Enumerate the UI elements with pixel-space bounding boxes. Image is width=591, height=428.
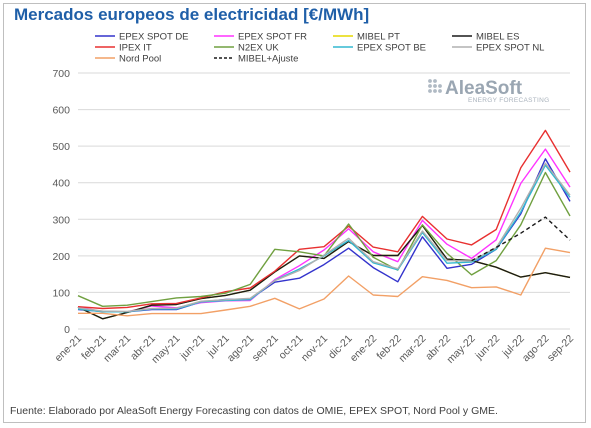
series-lines (77, 129, 571, 320)
legend-label: EPEX SPOT BE (357, 43, 426, 54)
series-line-mibel-ajuste (471, 216, 571, 262)
y-axis: 0 100 200 300 400 500 600 700 (52, 68, 70, 336)
x-tick-label: ago-22 (520, 333, 552, 365)
chart-title: Mercados europeos de electricidad [€/MWh… (14, 5, 370, 24)
dot-grid-icon (428, 79, 442, 93)
x-tick-label: sep-22 (545, 333, 576, 364)
y-tick-label: 300 (52, 214, 70, 226)
legend: EPEX SPOT DE EPEX SPOT FR MIBEL PT MIBEL ES… (95, 32, 544, 65)
legend-label: EPEX SPOT DE (119, 32, 189, 43)
chart-frame (3, 3, 586, 423)
x-tick-label: jun-22 (472, 333, 502, 363)
x-tick-label: ene-21 (53, 333, 85, 365)
source-note: Fuente: Elaborado por AleaSoft Energy Fo… (10, 405, 498, 417)
x-tick-label: jun-21 (177, 333, 207, 363)
y-tick-label: 700 (52, 68, 70, 80)
series-line-epex-spot-nl (77, 162, 571, 313)
series-line-ipex-it (77, 129, 571, 310)
y-tick-label: 400 (52, 178, 70, 190)
y-tick-label: 600 (52, 105, 70, 117)
series-line-nord-pool (78, 247, 571, 317)
gridlines (78, 72, 570, 330)
series-line-epex-spot-fr (77, 148, 571, 313)
logo-name: AleaSoft (445, 78, 523, 99)
x-axis: ene-21feb-21mar-21abr-21may-21jun-21jul-… (53, 333, 577, 366)
legend-label: EPEX SPOT FR (238, 32, 307, 43)
aleasoft-logo: AleaSoft ENERGY FORECASTING (428, 78, 549, 104)
x-tick-label: mar-22 (397, 333, 429, 365)
y-tick-label: 100 (52, 287, 70, 299)
y-tick-label: 0 (64, 324, 70, 336)
x-tick-label: sep-21 (250, 333, 281, 364)
legend-label: EPEX SPOT NL (476, 43, 544, 54)
x-tick-label: nov-21 (299, 333, 330, 364)
x-tick-label: ago-21 (225, 333, 257, 365)
legend-label: N2EX UK (238, 43, 279, 54)
legend-label: IPEX IT (119, 43, 152, 54)
x-tick-label: ene-22 (348, 333, 380, 365)
y-tick-label: 500 (52, 141, 70, 153)
logo-tagline: ENERGY FORECASTING (468, 97, 550, 104)
legend-label: MIBEL PT (357, 32, 400, 43)
legend-label: MIBEL+Ajuste (238, 54, 298, 65)
x-tick-label: mar-21 (101, 333, 133, 365)
series-line-epex-spot-de (77, 158, 571, 313)
legend-label: MIBEL ES (476, 32, 519, 43)
legend-label: Nord Pool (119, 54, 161, 65)
y-tick-label: 200 (52, 251, 70, 263)
